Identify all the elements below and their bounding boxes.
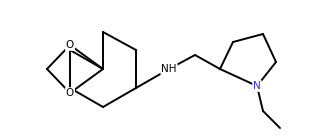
Text: O: O bbox=[66, 88, 74, 98]
Text: NH: NH bbox=[161, 64, 177, 74]
Text: O: O bbox=[66, 40, 74, 50]
Text: N: N bbox=[253, 81, 261, 91]
